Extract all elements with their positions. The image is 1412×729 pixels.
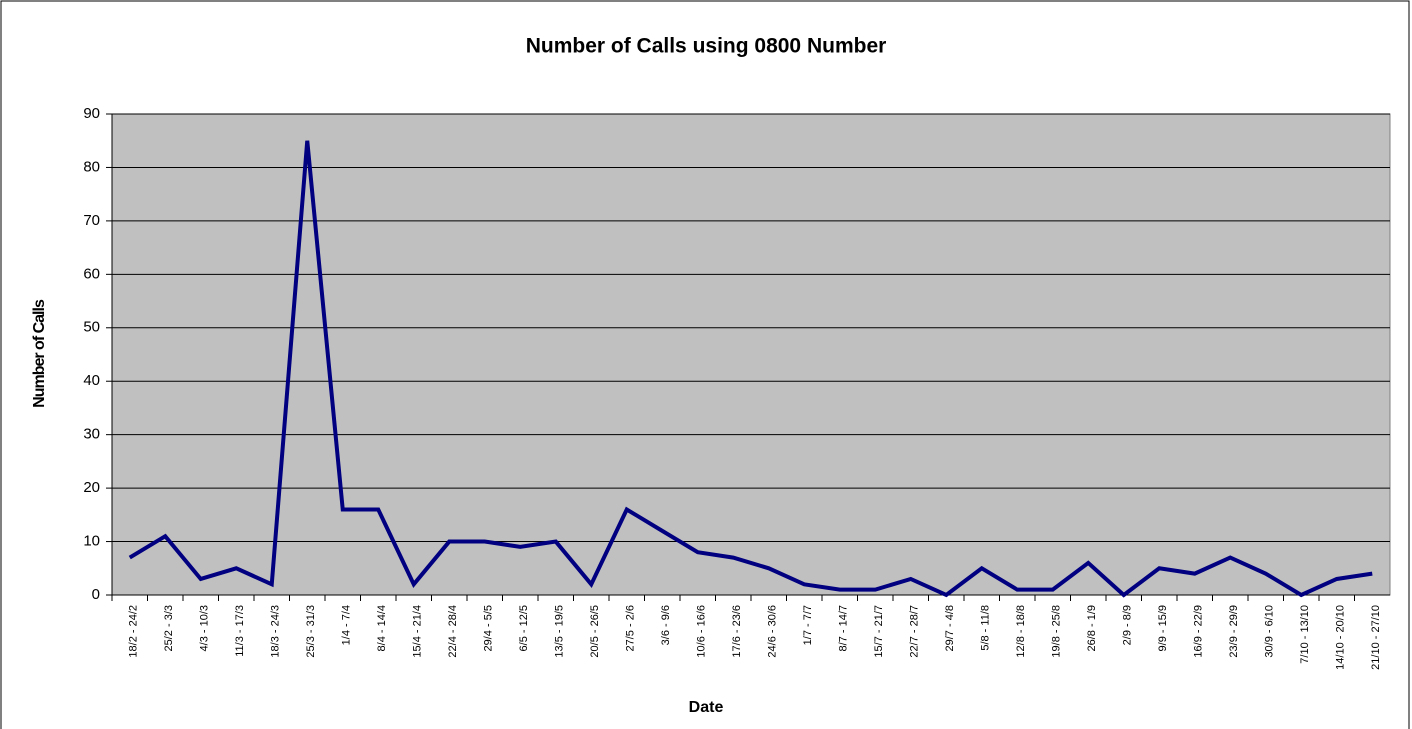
y-tick-label: 90 xyxy=(83,105,100,122)
x-tick-label: 1/7 - 7/7 xyxy=(802,605,814,645)
x-tick-label: 23/9 - 29/9 xyxy=(1228,605,1240,658)
x-tick-label: 29/4 - 5/5 xyxy=(483,605,495,651)
y-tick-label: 0 xyxy=(92,586,100,603)
x-tick-label: 7/10 - 13/10 xyxy=(1299,605,1311,664)
data-line xyxy=(128,140,1373,598)
x-tick-label: 27/5 - 2/6 xyxy=(625,605,637,651)
x-tick-label: 2/9 - 8/9 xyxy=(1122,605,1134,645)
x-tick-label: 12/8 - 18/8 xyxy=(1015,605,1027,658)
x-tick-label: 24/6 - 30/6 xyxy=(767,605,779,658)
x-tick-label: 4/3 - 10/3 xyxy=(199,605,211,651)
y-tick-label: 70 xyxy=(83,212,100,229)
x-tick-label: 5/8 - 11/8 xyxy=(980,605,992,651)
x-tick-label: 16/9 - 22/9 xyxy=(1193,605,1205,658)
y-axis-title: Number of Calls xyxy=(31,299,48,408)
x-axis-title: Date xyxy=(689,699,724,716)
x-tick-label: 6/5 - 12/5 xyxy=(518,605,530,651)
x-tick-label: 20/5 - 26/5 xyxy=(589,605,601,658)
x-tick-label: 21/10 - 27/10 xyxy=(1370,605,1382,670)
x-tick-label: 1/4 - 7/4 xyxy=(341,605,353,645)
x-tick-label: 15/4 - 21/4 xyxy=(412,605,424,658)
x-tick-label: 25/2 - 3/3 xyxy=(163,605,175,651)
x-tick-label: 8/7 - 14/7 xyxy=(838,605,850,651)
x-tick-label: 11/3 - 17/3 xyxy=(234,605,246,657)
x-tick-label: 22/7 - 28/7 xyxy=(909,605,921,658)
x-tick-label: 8/4 - 14/4 xyxy=(376,605,388,651)
plot-area xyxy=(111,113,1391,596)
y-tick-label: 50 xyxy=(83,319,100,336)
y-tick-label: 40 xyxy=(83,372,100,389)
x-tick-label: 25/3 - 31/3 xyxy=(305,605,317,658)
y-tick-label: 10 xyxy=(83,533,100,550)
x-tick-label: 9/9 - 15/9 xyxy=(1157,605,1169,651)
x-tick-label: 10/6 - 16/6 xyxy=(696,605,708,658)
y-tick-label: 60 xyxy=(83,265,100,282)
y-tick-label: 30 xyxy=(83,426,100,443)
x-tick-label: 15/7 - 21/7 xyxy=(873,605,885,658)
y-tick-label: 80 xyxy=(83,158,100,175)
x-tick-label: 26/8 - 1/9 xyxy=(1086,605,1098,651)
x-tick-label: 14/10 - 20/10 xyxy=(1335,605,1347,670)
x-tick-label: 22/4 - 28/4 xyxy=(447,605,459,658)
y-tick-label: 20 xyxy=(83,479,100,496)
x-tick-label: 13/5 - 19/5 xyxy=(554,605,566,658)
x-tick-label: 17/6 - 23/6 xyxy=(731,605,743,658)
x-tick-label: 18/2 - 24/2 xyxy=(128,605,140,658)
x-tick-label: 3/6 - 9/6 xyxy=(660,605,672,645)
x-tick-label: 19/8 - 25/8 xyxy=(1051,605,1063,658)
x-tick-label: 29/7 - 4/8 xyxy=(944,605,956,651)
x-tick-label: 30/9 - 6/10 xyxy=(1264,605,1276,658)
x-tick-label: 18/3 - 24/3 xyxy=(270,605,282,658)
chart-title: Number of Calls using 0800 Number xyxy=(526,35,887,58)
